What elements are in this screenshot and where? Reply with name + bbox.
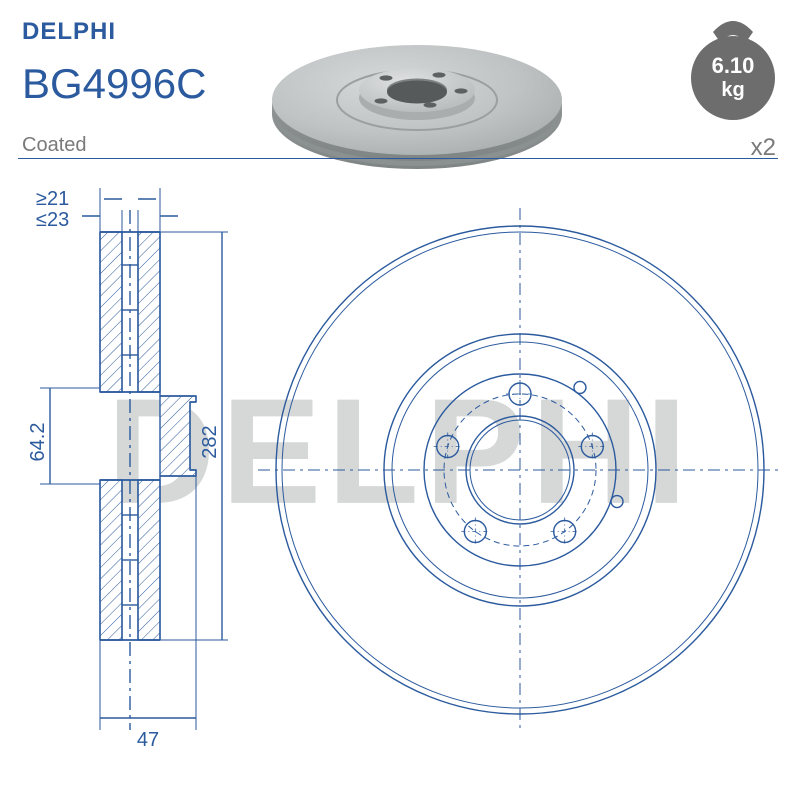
part-number: BG4996C [22,60,206,108]
dim-thickness-min: ≥21 [36,188,69,210]
dim-thickness-nom: ≤23 [36,209,69,231]
front-view [258,208,782,732]
product-render [242,12,602,182]
header: DELPHI BG4996C Coated [22,18,778,178]
technical-drawing: ≥21 ≤23 64.2 282 47 [0,170,800,800]
weight-badge: 6.10 kg [688,18,778,123]
dim-overall-diameter: 282 [199,425,221,458]
dim-hub-height: 47 [137,729,159,751]
header-divider [18,158,778,159]
brand-logo: DELPHI [22,18,116,46]
weight-value: 6.10 [712,53,755,78]
dim-hub-diameter: 64.2 [27,423,49,462]
weight-unit: kg [721,79,744,101]
variant-label: Coated [22,134,87,157]
